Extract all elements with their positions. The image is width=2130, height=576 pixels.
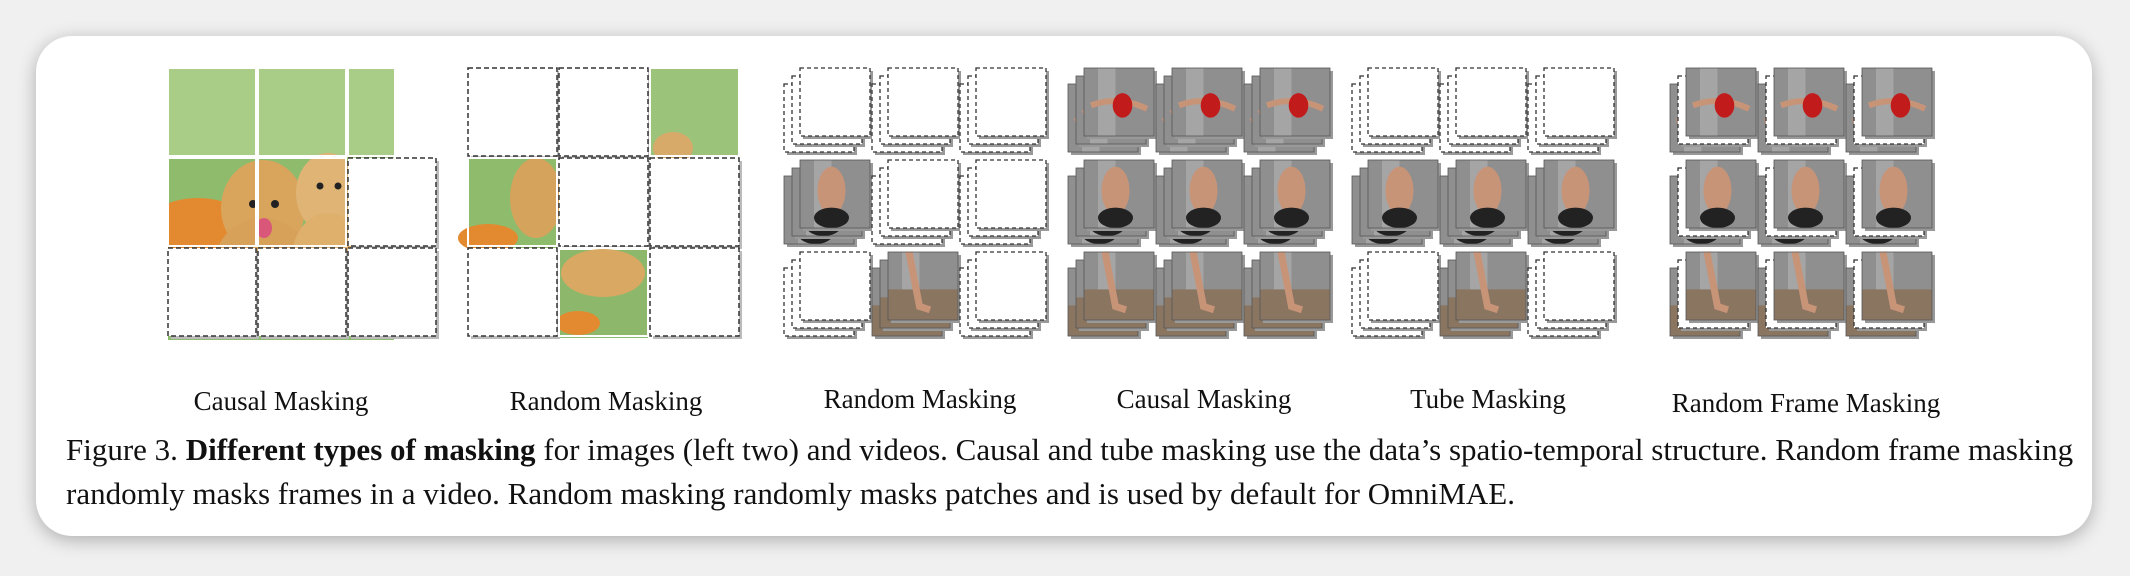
video-causal-grid [1067,67,1333,339]
visible-patch [257,157,347,247]
visible-patch [467,157,558,247]
video-cell [783,159,873,247]
masked-patch [467,67,558,157]
video-cell [1439,159,1529,247]
masked-patch [649,157,740,247]
video-cell [1067,67,1157,155]
video-random-frame-grid [1669,67,1935,339]
visible-patch [347,67,437,157]
video-cell [1439,67,1529,155]
video-cell [871,159,961,247]
video-cell [1845,251,1935,339]
masked-frame [887,67,959,137]
panel-label: Tube Masking [1410,384,1566,414]
masked-patch [558,67,649,157]
masked-frame [975,67,1047,137]
video-cell [1351,159,1441,247]
video-cell [1757,251,1847,339]
image-causal-grid [167,67,439,340]
masked-frame [1367,251,1439,321]
video-cell [1155,67,1245,155]
video-cell [1067,159,1157,247]
panel-label: Random Masking [509,386,703,416]
video-cell [1351,67,1441,155]
masked-frame [799,67,871,137]
video-cell [1155,159,1245,247]
masked-patch [649,247,740,337]
masked-patch [167,247,257,337]
panel-label: Causal Masking [193,386,369,416]
visible-patch [558,247,649,337]
video-cell [1243,251,1333,339]
video-cell [1067,251,1157,339]
panel-label: Causal Masking [1116,384,1292,414]
video-random-grid [783,67,1049,339]
masked-frame [887,159,959,229]
masked-patch [347,157,437,247]
visible-patch [167,157,257,247]
masked-frame [1543,251,1615,321]
masked-frame [1367,67,1439,137]
panel-label: Random Frame Masking [1671,388,1941,418]
figure-card: Causal Masking Random Masking Random Mas… [36,36,2092,536]
video-cell [1527,67,1617,155]
video-cell [783,251,873,339]
masked-patch [467,247,558,337]
masked-patch [558,157,649,247]
masked-frame [799,251,871,321]
visible-patch [167,67,257,157]
masked-frame [1455,67,1527,137]
video-cell [1757,67,1847,155]
visible-patch [257,67,347,157]
caption-prefix: Figure 3. [66,432,186,467]
video-tube-grid [1351,67,1617,339]
video-cell [959,159,1049,247]
video-cell [1845,67,1935,155]
masked-frame [975,159,1047,229]
video-cell [1757,159,1847,247]
figure-caption: Figure 3. Different types of masking for… [66,428,2076,516]
video-cell [871,67,961,155]
masked-patch [257,247,347,337]
video-cell [1527,251,1617,339]
video-cell [1243,67,1333,155]
video-cell [959,67,1049,155]
masked-patch [347,247,437,337]
video-cell [783,67,873,155]
random-mask-cells [467,67,742,339]
masked-frame [1543,67,1615,137]
video-cell [1669,67,1759,155]
video-cell [1669,251,1759,339]
video-cell [1527,159,1617,247]
video-cell [1845,159,1935,247]
caption-rest: for images (left two) and videos. Causal… [66,432,2074,511]
video-cell [1439,251,1529,339]
video-cell [1243,159,1333,247]
video-cell [959,251,1049,339]
image-random-grid [458,67,742,339]
video-cell [1669,159,1759,247]
causal-mask-cells [167,67,439,339]
panel-label: Random Masking [823,384,1017,414]
caption-bold: Different types of masking [185,432,536,467]
video-cell [1351,251,1441,339]
masked-frame [975,251,1047,321]
video-cell [871,251,961,339]
video-cell [1155,251,1245,339]
visible-patch [649,67,740,157]
puppy-image-pieces [458,68,740,338]
